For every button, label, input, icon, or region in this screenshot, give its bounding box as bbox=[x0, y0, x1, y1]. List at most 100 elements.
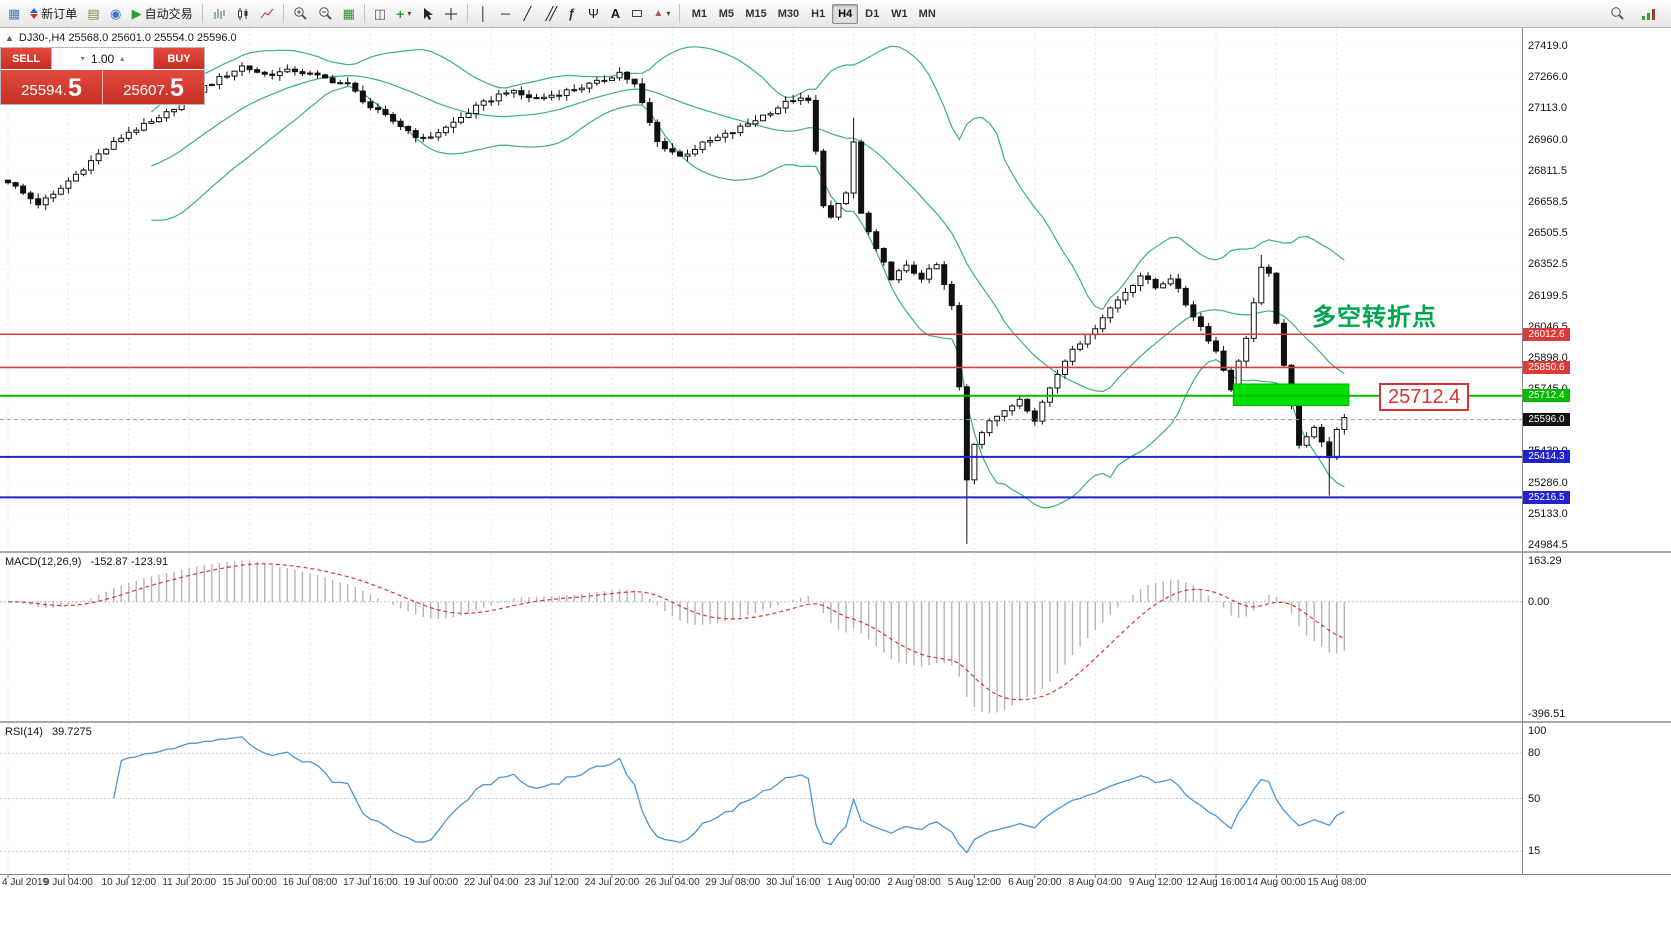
toolbar-separator bbox=[282, 4, 284, 23]
channel-icon: ╱╱ bbox=[545, 6, 557, 21]
tile-windows-icon: ▦ bbox=[342, 6, 355, 21]
chart-window-icon: ▦ bbox=[8, 6, 21, 21]
timeframe-button-M5[interactable]: M5 bbox=[713, 4, 739, 24]
timeframe-button-M15[interactable]: M15 bbox=[740, 4, 771, 24]
level-price-label[interactable]: 25712.4 bbox=[1379, 383, 1470, 411]
text-tool-icon: A bbox=[610, 6, 621, 21]
fibonacci-tool-button[interactable]: ƒ bbox=[560, 3, 582, 25]
toolbar-right-icons bbox=[1605, 3, 1668, 25]
open-chart-button[interactable]: ▤ bbox=[82, 3, 104, 25]
horizontal-line-icon: ─ bbox=[500, 6, 511, 21]
vertical-line-tool-button[interactable]: │ bbox=[472, 3, 494, 25]
crosshair-button[interactable] bbox=[439, 3, 463, 25]
new-order-label: 新订单 bbox=[41, 7, 78, 21]
candles bbox=[5, 62, 1348, 544]
volume-value[interactable]: 1.00 bbox=[90, 51, 115, 66]
horizontal-line-tool-button[interactable]: ─ bbox=[494, 3, 516, 25]
rsi-line bbox=[113, 736, 1345, 854]
indicators-button[interactable]: + ▾ bbox=[391, 3, 416, 25]
timeframe-button-MN[interactable]: MN bbox=[914, 4, 941, 24]
arrange-windows-icon: ◫ bbox=[373, 6, 387, 21]
connection-signal-icon bbox=[1642, 8, 1655, 20]
rsi-value: 39.7275 bbox=[51, 726, 92, 738]
timeframe-button-D1[interactable]: D1 bbox=[859, 4, 885, 24]
sell-button-label[interactable]: SELL bbox=[1, 48, 51, 69]
toolbar-separator bbox=[467, 4, 469, 23]
vertical-line-icon: │ bbox=[479, 6, 488, 21]
macd-name: MACD(12,26,9) bbox=[5, 556, 82, 568]
add-indicator-icon: + bbox=[396, 5, 405, 22]
cursor-button[interactable] bbox=[416, 3, 439, 25]
chart-window-button[interactable]: ▦ bbox=[3, 3, 25, 25]
pitchfork-tool-button[interactable]: Ψ bbox=[582, 3, 604, 25]
timeframe-button-M1[interactable]: M1 bbox=[686, 4, 712, 24]
timeframe-button-H1[interactable]: H1 bbox=[805, 4, 831, 24]
shapes-dropdown-button[interactable]: ▲ ▾ bbox=[648, 3, 675, 25]
bar-chart-mode-button[interactable] bbox=[207, 3, 231, 25]
macd-values: -152.87 -123.91 bbox=[90, 556, 169, 568]
zoom-out-icon bbox=[318, 7, 332, 20]
label-tool-icon bbox=[632, 10, 643, 17]
symbol-icon: ▲ bbox=[5, 33, 14, 43]
buy-price-big-digit: 5 bbox=[169, 74, 184, 103]
text-tool-button[interactable]: A bbox=[604, 3, 626, 25]
buy-button[interactable]: 25607. 5 bbox=[102, 70, 204, 104]
top-toolbar: ▦ 新订单 ▤ ◉ ▶ 自动交易 ▦ ◫ + ▾ │ ─ ╱ ╱╱ ƒ Ψ A ▲… bbox=[0, 0, 1671, 28]
profiles-button[interactable]: ◉ bbox=[105, 3, 127, 25]
autotrading-play-icon: ▶ bbox=[131, 6, 142, 21]
autotrading-label: 自动交易 bbox=[144, 7, 193, 21]
chevron-down-icon: ▾ bbox=[666, 9, 671, 18]
zoom-out-button[interactable] bbox=[313, 3, 338, 25]
trendline-tool-button[interactable]: ╱ bbox=[516, 3, 538, 25]
timeframe-button-M30[interactable]: M30 bbox=[773, 4, 804, 24]
sell-price-big-digit: 5 bbox=[67, 74, 82, 103]
volume-decrease-icon[interactable]: ▾ bbox=[80, 54, 85, 63]
toolbar-separator bbox=[363, 4, 365, 23]
search-button[interactable] bbox=[1605, 3, 1630, 25]
sell-button[interactable]: 25594. 5 bbox=[1, 70, 102, 104]
line-chart-icon bbox=[260, 8, 274, 18]
chart-annotation[interactable]: 多空转折点 bbox=[1312, 304, 1437, 331]
symbol-ohlc-text: DJ30-,H4 25568.0 25601.0 25554.0 25596.0 bbox=[18, 32, 237, 44]
sell-price: 25594. bbox=[21, 82, 67, 100]
volume-increase-icon[interactable]: ▴ bbox=[120, 54, 125, 63]
autotrading-button[interactable]: ▶ 自动交易 bbox=[127, 3, 198, 25]
timeframe-toolbar: M1 M5 M15 M30 H1 H4 D1 W1 MN bbox=[686, 3, 941, 24]
toolbar-separator bbox=[201, 4, 203, 23]
channel-tool-button[interactable]: ╱╱ bbox=[538, 3, 560, 25]
candlestick-icon bbox=[237, 7, 248, 20]
tile-windows-button[interactable]: ▦ bbox=[338, 3, 360, 25]
green-zone-rectangle[interactable] bbox=[1232, 383, 1350, 406]
rsi-indicator-label: RSI(14) 39.7275 bbox=[5, 726, 92, 738]
rsi-name: RSI(14) bbox=[5, 726, 43, 738]
buy-button-label[interactable]: BUY bbox=[154, 48, 204, 69]
label-tool-button[interactable] bbox=[626, 3, 648, 25]
timeframe-button-W1[interactable]: W1 bbox=[886, 4, 913, 24]
symbol-info: ▲ DJ30-,H4 25568.0 25601.0 25554.0 25596… bbox=[5, 32, 237, 44]
arrange-windows-button[interactable]: ◫ bbox=[369, 3, 391, 25]
fibonacci-icon: ƒ bbox=[567, 6, 576, 21]
macd-signal-line bbox=[7, 563, 1345, 701]
volume-field[interactable]: ▾ 1.00 ▴ bbox=[51, 48, 154, 69]
one-click-trading-panel: SELL ▾ 1.00 ▴ BUY 25594. 5 25607. 5 bbox=[0, 47, 205, 105]
zoom-in-icon bbox=[293, 7, 307, 20]
crosshair-icon bbox=[445, 7, 458, 20]
grid bbox=[0, 28, 1522, 878]
toolbar-separator bbox=[679, 4, 681, 23]
zoom-in-button[interactable] bbox=[288, 3, 313, 25]
bollinger-upper bbox=[151, 45, 1345, 311]
macd-indicator-label: MACD(12,26,9) -152.87 -123.91 bbox=[5, 556, 168, 568]
bollinger-bands bbox=[151, 45, 1345, 509]
new-order-icon bbox=[30, 8, 39, 19]
timeframe-button-H4[interactable]: H4 bbox=[832, 3, 859, 24]
bollinger-lower bbox=[151, 85, 1345, 509]
connection-status-button[interactable] bbox=[1636, 3, 1662, 25]
bar-chart-icon bbox=[214, 8, 225, 19]
candle-chart-mode-button[interactable] bbox=[231, 3, 255, 25]
pitchfork-icon: Ψ bbox=[587, 6, 599, 21]
new-order-button[interactable]: 新订单 bbox=[25, 3, 82, 25]
buy-price: 25607. bbox=[123, 82, 169, 100]
profiles-icon: ◉ bbox=[109, 6, 122, 21]
line-chart-mode-button[interactable] bbox=[255, 3, 279, 25]
